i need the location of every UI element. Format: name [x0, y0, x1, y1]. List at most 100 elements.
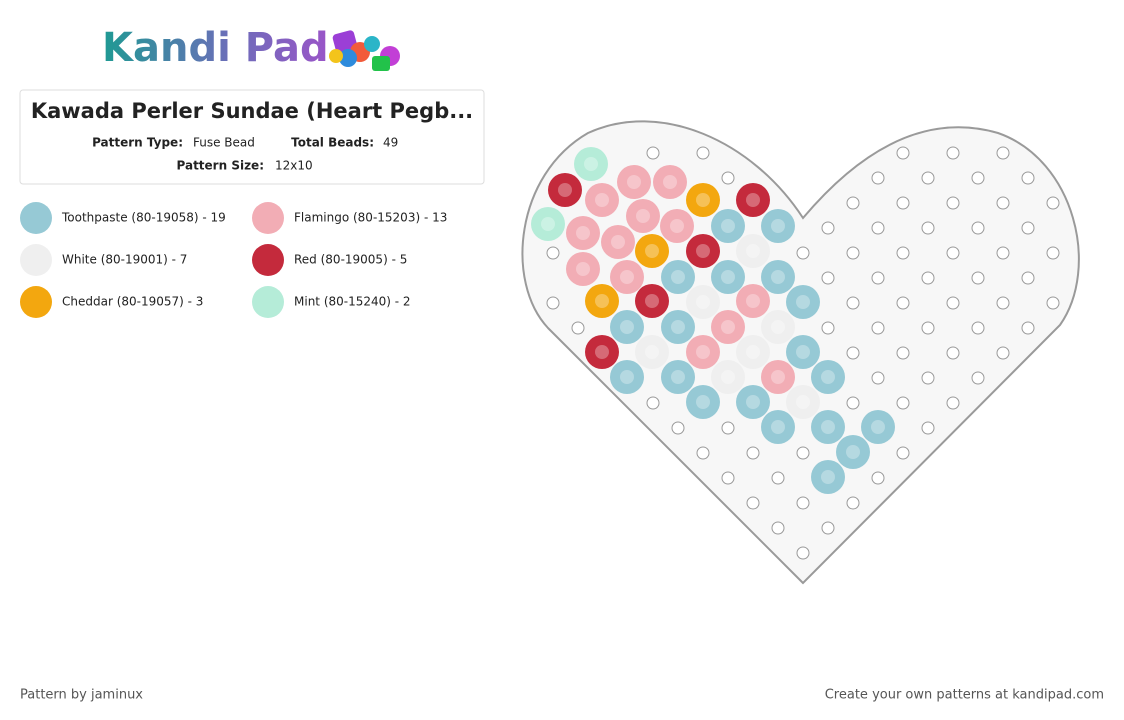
bead-hole	[771, 320, 785, 334]
bead	[686, 385, 720, 419]
bead-hole	[541, 217, 555, 231]
bead-hole	[611, 235, 625, 249]
bead-hole	[627, 175, 641, 189]
bead	[711, 209, 745, 243]
peg	[871, 471, 885, 485]
bead-hole	[696, 193, 710, 207]
bead	[736, 234, 770, 268]
bead	[761, 209, 795, 243]
peg	[796, 246, 810, 260]
peg	[646, 396, 660, 410]
bead-hole	[645, 345, 659, 359]
legend-swatch	[20, 244, 52, 276]
peg	[696, 446, 710, 460]
bead-hole	[671, 320, 685, 334]
peg	[746, 496, 760, 510]
bead-hole	[645, 294, 659, 308]
legend-label: Mint (80-15240) - 2	[294, 295, 411, 309]
bead-hole	[696, 295, 710, 309]
peg	[796, 496, 810, 510]
bead	[617, 165, 651, 199]
bead	[610, 310, 644, 344]
peg	[846, 196, 860, 210]
peg	[1046, 196, 1060, 210]
bead	[635, 335, 669, 369]
bead	[761, 260, 795, 294]
bead	[566, 216, 600, 250]
bead	[548, 173, 582, 207]
peg	[921, 271, 935, 285]
bead	[566, 252, 600, 286]
bead-hole	[821, 420, 835, 434]
legend-swatch	[252, 202, 284, 234]
bead	[601, 225, 635, 259]
peg	[971, 371, 985, 385]
peg	[721, 171, 735, 185]
bead	[610, 260, 644, 294]
logo[interactable]: Kandi Pad	[102, 25, 329, 71]
legend-swatch	[252, 286, 284, 318]
pegs	[546, 146, 1060, 560]
peg	[796, 546, 810, 560]
peg	[871, 271, 885, 285]
bead	[635, 284, 669, 318]
bead	[811, 410, 845, 444]
peg	[1046, 246, 1060, 260]
peg	[996, 246, 1010, 260]
bead	[711, 260, 745, 294]
bead-hole	[796, 345, 810, 359]
peg	[996, 146, 1010, 160]
peg	[796, 446, 810, 460]
peg	[896, 446, 910, 460]
beads	[531, 147, 895, 494]
bead	[786, 335, 820, 369]
legend-label: Cheddar (80-19057) - 3	[62, 295, 203, 309]
bead-hole	[620, 320, 634, 334]
bead-hole	[796, 395, 810, 409]
peg	[721, 471, 735, 485]
bead-hole	[595, 345, 609, 359]
bead-hole	[771, 219, 785, 233]
bead-hole	[771, 370, 785, 384]
bead	[736, 385, 770, 419]
peg	[921, 371, 935, 385]
peg	[921, 221, 935, 235]
peg	[946, 246, 960, 260]
legend-swatch	[20, 202, 52, 234]
bead-hole	[645, 244, 659, 258]
bead	[585, 335, 619, 369]
beads-value: 49	[383, 136, 398, 150]
bead-hole	[796, 295, 810, 309]
peg	[871, 171, 885, 185]
peg	[896, 346, 910, 360]
peg	[721, 421, 735, 435]
peg	[871, 321, 885, 335]
peg	[1021, 221, 1035, 235]
bead	[574, 147, 608, 181]
peg	[996, 196, 1010, 210]
bead-hole	[696, 345, 710, 359]
bead-hole	[746, 193, 760, 207]
bead	[836, 435, 870, 469]
bead	[686, 285, 720, 319]
bead-hole	[595, 294, 609, 308]
bead-hole	[871, 420, 885, 434]
bead	[786, 285, 820, 319]
bead-hole	[576, 226, 590, 240]
peg	[1021, 271, 1035, 285]
bead	[660, 209, 694, 243]
bead	[736, 183, 770, 217]
peg	[971, 321, 985, 335]
bead-hole	[584, 157, 598, 171]
peg	[971, 271, 985, 285]
cta[interactable]: Create your own patterns at kandipad.com	[825, 688, 1104, 703]
peg	[671, 421, 685, 435]
peg	[846, 346, 860, 360]
bead-hole	[576, 262, 590, 276]
bead	[585, 284, 619, 318]
peg	[896, 196, 910, 210]
bead	[736, 335, 770, 369]
bead	[626, 199, 660, 233]
bead	[811, 360, 845, 394]
